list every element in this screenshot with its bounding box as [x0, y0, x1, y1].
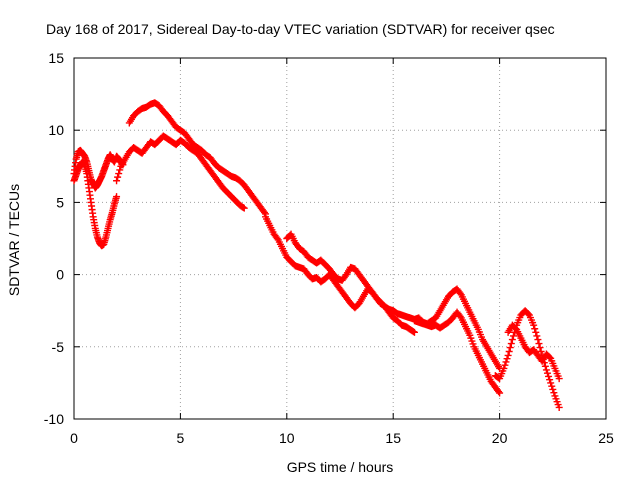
x-tick-label: 20 — [492, 430, 508, 446]
data-point-fill — [536, 344, 544, 352]
data-point-fill — [505, 347, 513, 355]
y-tick-label: 15 — [48, 50, 64, 66]
data-point-fill — [495, 388, 503, 396]
data-point-fill — [524, 310, 532, 318]
axis-ticks: 0 5 10 15 20 25 15 10 5 0 -5 -10 — [44, 50, 614, 446]
data-point — [555, 403, 563, 411]
data-point-fill — [273, 235, 281, 242]
data-point-fill — [501, 361, 509, 369]
data-point — [500, 364, 508, 372]
y-tick-label: 0 — [56, 267, 64, 283]
y-axis-label: SDTVAR / TECUs — [6, 184, 22, 296]
data-point — [410, 328, 418, 336]
data-point-fill — [116, 166, 124, 174]
data-point-fill — [115, 170, 123, 178]
data-point-fill — [507, 340, 515, 348]
y-tick-label: -5 — [52, 339, 65, 355]
y-tick-label: 5 — [56, 194, 64, 210]
x-tick-label: 25 — [598, 430, 614, 446]
data-point-fill — [546, 353, 554, 361]
data-point-fill — [456, 289, 464, 297]
data-point — [113, 193, 121, 201]
data-point-fill — [506, 344, 514, 352]
data-point-fill — [260, 209, 268, 217]
data-point-fill — [532, 328, 540, 336]
data-point — [555, 375, 563, 383]
x-tick-label: 10 — [279, 430, 295, 446]
data-point-fill — [239, 203, 247, 211]
data-point-fill — [550, 389, 558, 397]
plot-area-border — [73, 57, 607, 420]
data-point-fill — [549, 385, 557, 393]
data-point — [113, 177, 121, 185]
data-point — [534, 336, 542, 344]
chart-title: Day 168 of 2017, Sidereal Day-to-day VTE… — [46, 21, 555, 37]
data-point — [547, 379, 555, 387]
data-point-fill — [545, 372, 553, 380]
data-series-sdtvar — [70, 99, 563, 411]
data-point-fill — [502, 358, 510, 366]
data-point-fill — [509, 332, 517, 340]
x-tick-label: 15 — [385, 430, 401, 446]
data-point-fill — [543, 369, 551, 377]
x-tick-label: 0 — [70, 430, 78, 446]
data-point-fill — [503, 355, 511, 363]
data-point-fill — [531, 325, 539, 333]
data-point-fill — [537, 347, 545, 355]
x-tick-label: 5 — [177, 430, 185, 446]
data-point-fill — [533, 332, 541, 340]
data-point-fill — [535, 340, 543, 348]
data-point — [542, 366, 550, 374]
data-point-fill — [548, 382, 556, 390]
data-point — [240, 204, 248, 212]
data-point — [508, 336, 516, 344]
gridlines — [74, 58, 606, 419]
y-tick-label: 10 — [48, 122, 64, 138]
data-point-fill — [114, 173, 122, 181]
data-point — [504, 351, 512, 359]
data-point-fill — [456, 312, 464, 320]
data-point — [530, 321, 538, 329]
data-point-fill — [541, 362, 549, 370]
data-point-fill — [409, 328, 417, 336]
y-tick-label: -10 — [44, 411, 64, 427]
data-point-fill — [546, 376, 554, 384]
data-point — [496, 389, 504, 397]
x-axis-label: GPS time / hours — [287, 459, 394, 475]
